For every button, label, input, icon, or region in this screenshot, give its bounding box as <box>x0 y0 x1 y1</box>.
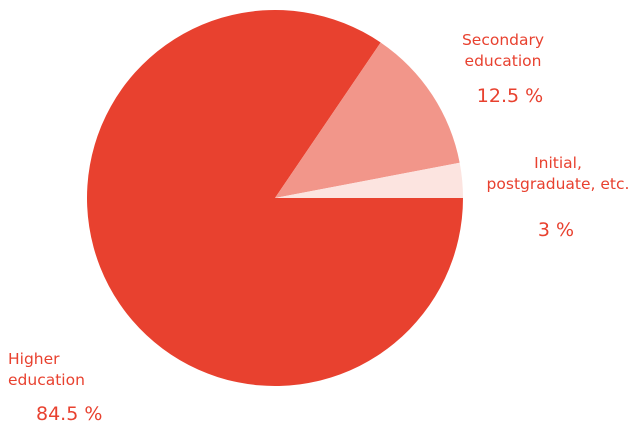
pie-slices <box>86 10 463 387</box>
slice-label-higher-education: Higher education 84.5 % <box>8 349 108 427</box>
slice-name-line1: Initial, <box>534 154 582 172</box>
slice-name-line2: education <box>464 51 542 70</box>
slice-label-secondary-education: Secondary education 12.5 % <box>438 30 568 109</box>
slice-name-line1: Higher <box>8 350 60 368</box>
slice-label-initial-postgraduate: Initial, postgraduate, etc. 3 % <box>476 153 636 243</box>
slice-name-line1: Secondary <box>461 31 545 49</box>
slice-value-label: 3 % <box>537 218 575 241</box>
pie-slice-initial-postgraduate <box>275 162 463 198</box>
slice-value-label: 84.5 % <box>36 402 103 425</box>
slice-name-line2: education <box>8 370 85 389</box>
pie-slice-higher-education <box>86 10 463 387</box>
slice-value-label: 12.5 % <box>476 84 544 107</box>
pie-slice-secondary-education <box>275 42 460 199</box>
slice-name-line2: postgraduate, etc. <box>486 174 630 193</box>
